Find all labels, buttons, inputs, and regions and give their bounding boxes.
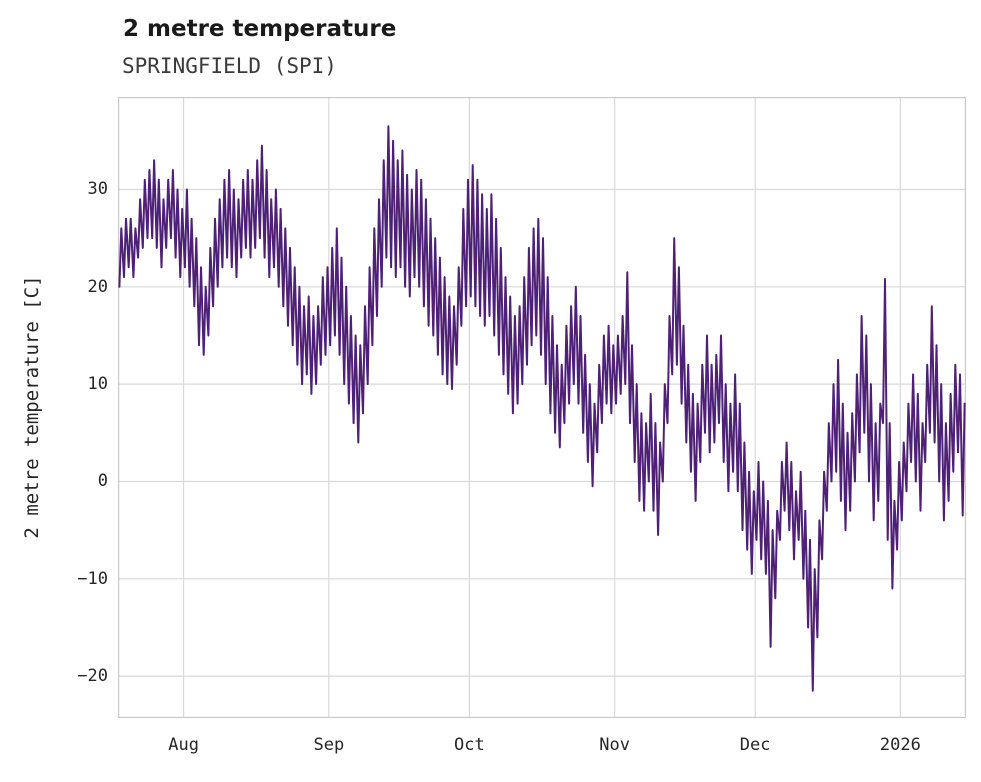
y-tick-label: −20 [77,666,108,687]
y-tick-label: 0 [97,471,108,492]
x-tick-label: 2026 [879,735,921,755]
y-tick-label: 10 [87,374,108,395]
x-tick-label: Aug [168,735,199,755]
y-tick-label: 30 [87,179,108,200]
x-tick-label: Nov [599,735,630,755]
y-axis-label: 2 metre temperature [C] [21,275,43,539]
temperature-series-line [118,125,966,692]
chart-title: 2 metre temperature [123,16,397,42]
x-tick-label: Sep [313,735,345,755]
y-tick-label: −10 [77,568,108,589]
temperature-line-chart [118,97,966,718]
y-tick-label: 20 [87,276,108,297]
x-tick-label: Oct [454,735,485,755]
x-tick-label: Dec [739,735,771,755]
chart-subtitle: SPRINGFIELD (SPI) [122,54,337,78]
